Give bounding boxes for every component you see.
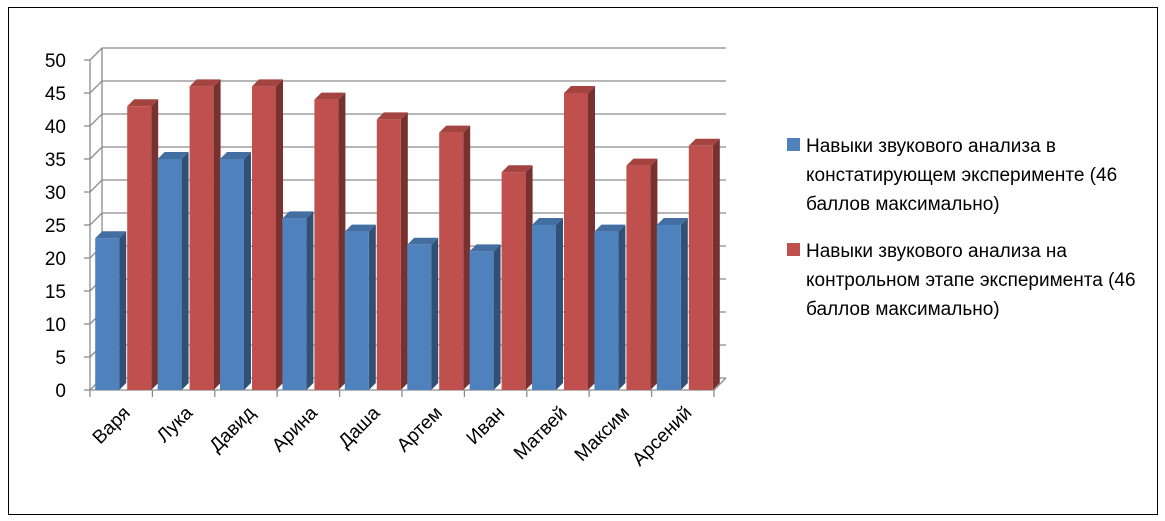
bar-blue-9 [594, 224, 626, 390]
gridline [89, 113, 726, 127]
gridline [89, 80, 726, 94]
x-tick-label: Матвей [510, 403, 571, 464]
legend-label-series-2: Навыки звукового анализа на контрольном … [806, 241, 1136, 320]
legend-item-series-1: Навыки звукового анализа в констатирующе… [787, 132, 1157, 219]
x-tick-label: Давид [206, 403, 260, 457]
bar-blue-3 [220, 152, 251, 390]
legend: Навыки звукового анализа в констатирующе… [787, 132, 1157, 342]
floor-right-edge [713, 377, 727, 391]
y-tick-label: 20 [45, 249, 66, 270]
bars [95, 79, 720, 391]
x-tick-label: Лука [153, 402, 197, 446]
x-tick-labels: Варя Лука Давид Арина Даша Артем Иван Матвей Мак… [89, 402, 696, 470]
y-tick-label: 45 [45, 84, 66, 105]
y-tick-label: 40 [45, 117, 66, 138]
bar-blue-2 [157, 152, 189, 390]
x-tick-label: Иван [463, 403, 509, 449]
bar-red-5 [376, 112, 408, 391]
bar-red-6 [439, 125, 471, 390]
bar-blue-4 [282, 211, 314, 390]
x-tick-label: Максим [571, 403, 634, 466]
bar-blue-7 [469, 244, 501, 390]
legend-swatch-red [787, 243, 800, 256]
x-tick-label: Даша [335, 402, 385, 452]
bar-red-1 [127, 99, 159, 390]
bar-blue-8 [532, 218, 563, 390]
y-tick-label: 5 [55, 348, 66, 369]
y-tick-labels: 0 5 10 15 20 25 30 35 40 45 50 [45, 51, 66, 402]
x-tick-label: Арина [268, 402, 322, 456]
y-tick-label: 30 [45, 183, 66, 204]
x-tick-label: Артем [393, 403, 447, 457]
x-tick-label: Варя [89, 403, 135, 449]
gridline [89, 47, 726, 61]
bar-red-8 [564, 86, 595, 390]
bar-red-10 [688, 138, 720, 390]
legend-item-series-2: Навыки звукового анализа на контрольном … [787, 237, 1157, 324]
y-tick-label: 50 [45, 51, 66, 72]
bar-red-2 [189, 79, 221, 391]
bar-blue-6 [407, 237, 439, 390]
bar-blue-5 [344, 224, 376, 390]
bar-red-4 [314, 92, 346, 390]
legend-label-series-1: Навыки звукового анализа в констатирующе… [806, 136, 1118, 215]
bar-red-3 [252, 79, 283, 391]
y-tick-label: 0 [55, 381, 66, 402]
y-tick-label: 35 [45, 150, 66, 171]
bar-blue-1 [95, 231, 127, 390]
bar-red-7 [501, 165, 533, 390]
y-tick-label: 15 [45, 282, 66, 303]
y-tick-label: 10 [45, 315, 66, 336]
bar-red-9 [626, 158, 658, 390]
bar-blue-10 [656, 218, 688, 390]
legend-swatch-blue [787, 138, 800, 151]
y-tick-label: 25 [45, 216, 66, 237]
x-tick-label: Арсений [628, 403, 696, 471]
